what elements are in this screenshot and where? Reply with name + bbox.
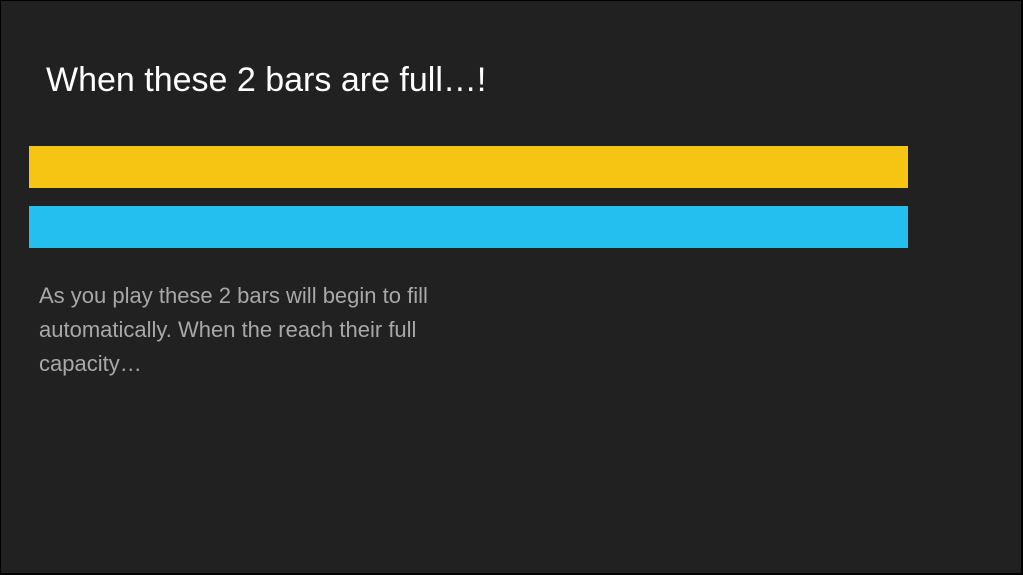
- yellow-bar: [29, 146, 908, 188]
- slide-title: When these 2 bars are full…!: [46, 61, 487, 99]
- blue-bar: [29, 206, 908, 248]
- slide-body-text: As you play these 2 bars will begin to f…: [39, 283, 428, 376]
